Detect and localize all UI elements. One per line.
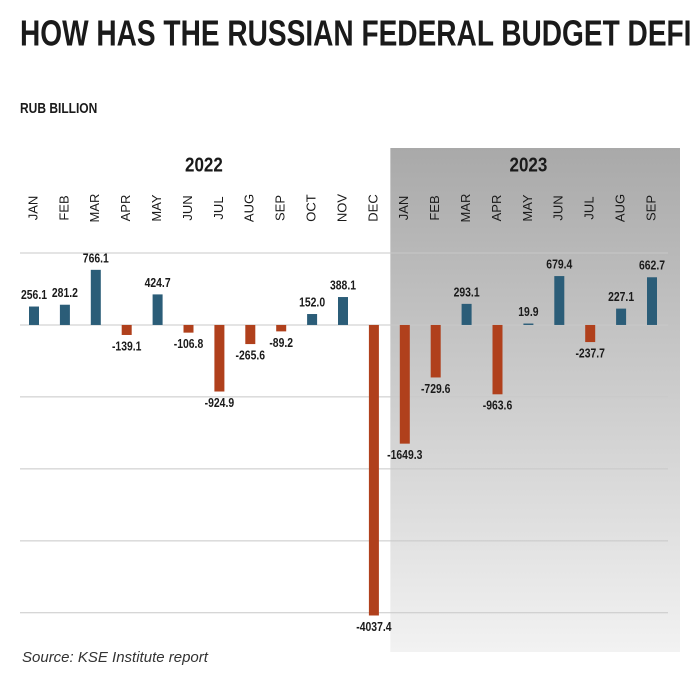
value-label: 256.1	[21, 288, 47, 302]
x-tick-label: MAY	[520, 194, 535, 222]
x-tick-label: JUN	[180, 195, 195, 220]
bar	[29, 306, 39, 325]
value-label: 388.1	[330, 278, 356, 292]
value-label: 281.2	[52, 286, 78, 300]
bar	[399, 324, 410, 444]
bar	[338, 297, 348, 325]
chart-subtitle: RUB BILLION	[20, 100, 97, 117]
x-tick-label: NOV	[334, 194, 349, 223]
value-label: -1649.3	[387, 448, 423, 462]
x-tick-label: MAR	[458, 194, 473, 223]
x-tick-label: SEP	[643, 195, 658, 221]
bar	[183, 324, 194, 333]
bar	[214, 324, 225, 392]
value-label: -265.6	[236, 348, 266, 362]
bar	[368, 324, 379, 616]
x-tick-label: AUG	[613, 194, 628, 222]
x-tick-label: FEB	[56, 195, 71, 220]
value-label: -106.8	[174, 337, 204, 351]
bar	[461, 303, 472, 325]
value-label: -237.7	[575, 346, 605, 360]
bar	[492, 324, 503, 395]
x-tick-label: OCT	[304, 194, 319, 222]
x-tick-label: JUN	[551, 195, 566, 220]
year-label: 2023	[510, 153, 548, 176]
bar	[554, 276, 565, 325]
bar	[585, 324, 596, 343]
source: Source: KSE Institute report	[22, 649, 209, 666]
x-tick-label: JAN	[25, 196, 40, 221]
bar	[307, 314, 318, 325]
value-label: -89.2	[269, 336, 293, 350]
value-label: 766.1	[83, 251, 109, 265]
chart-title: HOW HAS THE RUSSIAN FEDERAL BUDGET DEFIC…	[20, 13, 690, 53]
bar	[276, 324, 287, 332]
year-shade	[390, 148, 680, 652]
x-tick-label: APR	[118, 195, 133, 222]
value-label: 679.4	[546, 257, 572, 271]
value-label: 293.1	[454, 285, 480, 299]
x-tick-label: AUG	[242, 194, 257, 222]
value-label: -924.9	[205, 396, 235, 410]
x-tick-label: DEC	[365, 194, 380, 221]
bar	[616, 308, 627, 325]
bar	[523, 323, 534, 325]
bar	[121, 324, 132, 335]
bar	[152, 294, 163, 325]
value-label: 424.7	[145, 276, 171, 290]
x-tick-label: MAR	[87, 194, 102, 223]
value-label: 662.7	[639, 259, 665, 273]
bar	[245, 324, 256, 345]
year-label: 2022	[185, 153, 223, 176]
bar	[90, 269, 101, 325]
x-tick-label: SEP	[273, 195, 288, 221]
value-label: -4037.4	[356, 620, 392, 634]
x-tick-label: APR	[489, 195, 504, 222]
x-tick-label: MAY	[149, 194, 164, 222]
x-tick-label: JUL	[211, 196, 226, 219]
value-label: 19.9	[518, 305, 539, 319]
x-tick-label: JUL	[582, 196, 597, 219]
value-label: -139.1	[112, 339, 142, 353]
bar	[59, 304, 70, 325]
value-label: 227.1	[608, 290, 634, 304]
value-label: -963.6	[483, 399, 513, 413]
value-label: -729.6	[421, 382, 451, 396]
x-tick-label: JAN	[396, 196, 411, 221]
bar	[430, 324, 441, 378]
x-tick-label: FEB	[427, 195, 442, 220]
value-label: 152.0	[299, 295, 325, 309]
bar	[647, 277, 657, 325]
